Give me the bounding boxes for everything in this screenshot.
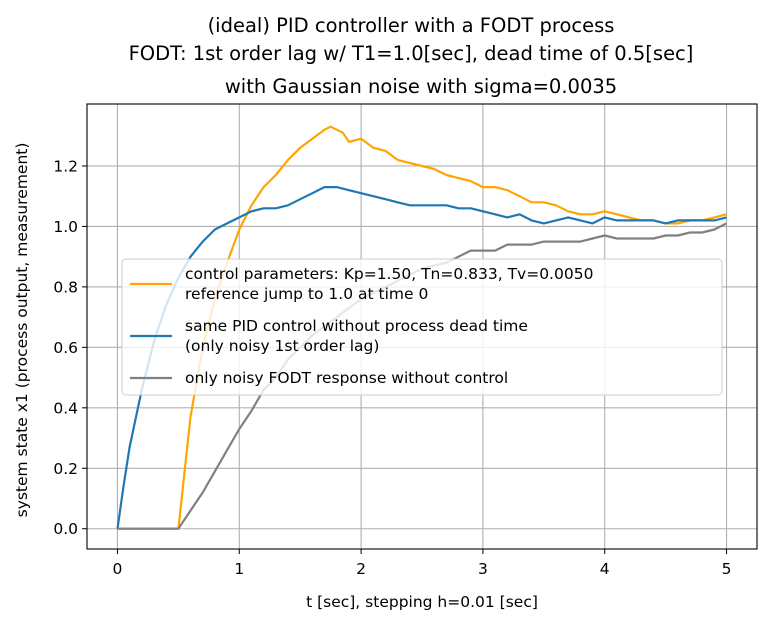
- chart-title-line-3: with Gaussian noise with sigma=0.0035: [225, 75, 617, 98]
- y-tick-label: 1.0: [53, 218, 78, 236]
- x-tick-label: 1: [234, 560, 244, 578]
- y-tick-label: 0.2: [53, 460, 78, 478]
- x-tick-label: 0: [113, 560, 123, 578]
- x-tick-label: 4: [600, 560, 610, 578]
- legend-label-2: same PID control without process dead ti…: [185, 317, 528, 335]
- chart-title-line-2: FODT: 1st order lag w/ T1=1.0[sec], dead…: [129, 42, 694, 65]
- x-axis-label: t [sec], stepping h=0.01 [sec]: [306, 593, 538, 611]
- x-tick-label: 2: [356, 560, 366, 578]
- chart-title-line-1: (ideal) PID controller with a FODT proce…: [208, 14, 615, 37]
- legend-label-2: (only noisy 1st order lag): [185, 337, 379, 355]
- y-tick-label: 0.6: [53, 339, 78, 357]
- x-tick-label: 3: [478, 560, 488, 578]
- y-tick-label: 1.2: [53, 157, 78, 175]
- legend-label-1: reference jump to 1.0 at time 0: [185, 285, 428, 303]
- legend-box: [121, 258, 723, 396]
- y-tick-label: 0.0: [53, 520, 78, 538]
- y-tick-label: 0.8: [53, 278, 78, 296]
- plot-frame: [86, 103, 758, 550]
- legend-label-1: control parameters: Kp=1.50, Tn=0.833, T…: [185, 265, 593, 283]
- series-line-2: [116, 186, 727, 529]
- series-line-1: [117, 125, 727, 530]
- y-tick-label: 0.4: [53, 399, 78, 417]
- legend: control parameters: Kp=1.50, Tn=0.833, T…: [121, 258, 723, 396]
- legend-label-3: only noisy FODT response without control: [185, 369, 508, 387]
- y-axis-label: system state x1 (process output, measure…: [13, 143, 31, 518]
- axes: 0 1 2 3 4 5 0.0 0.2 0.4 0.6 0.8 1.0 1.2: [53, 103, 758, 578]
- x-tick-label: 5: [722, 560, 732, 578]
